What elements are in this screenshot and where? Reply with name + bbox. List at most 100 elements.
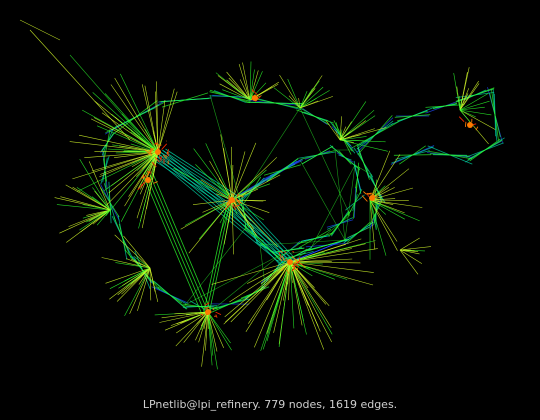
graph-edge [281,267,285,272]
graph-edge [144,129,159,153]
graph-edge [103,150,107,190]
graph-edge [130,267,151,285]
graph-edge [299,262,306,268]
graph-edge [301,145,334,165]
graph-edge [137,151,159,189]
graph-edge [309,164,356,251]
graph-edge [200,179,233,201]
graph-edge [115,262,151,269]
graph-edge [289,248,352,263]
graph-edge [369,199,376,250]
graph-edge [224,261,291,318]
graph-edge [339,109,375,141]
graph-edge [299,90,308,109]
graph-edge [207,311,231,344]
graph-edge [289,261,325,350]
graph-edge [475,126,479,131]
graph-edge [357,115,393,155]
graph-edge [159,151,234,200]
graph-edge [287,78,301,109]
graph-edge [222,89,251,101]
graph-edge [207,311,213,366]
graph-edge [195,164,233,201]
graph-edge [365,192,372,195]
graph-edge [157,100,166,153]
graph-edge [160,156,162,162]
graph-edge [134,258,151,282]
graph-edge [249,69,255,101]
graph-edge [204,302,210,306]
graph-edge [249,90,255,101]
graph-edge [354,164,373,176]
graph-edge [101,257,151,269]
graph-edge [207,311,232,351]
graph-edge [138,267,151,285]
graph-edge [251,97,299,109]
graph-edge [220,199,233,234]
graph-edge [184,254,281,306]
graph-edge [228,194,230,200]
graph-edge [215,314,218,318]
graph-edge [184,199,233,226]
graph-edge [206,200,231,313]
graph-edge [352,186,358,219]
graph-edge [68,209,111,227]
graph-edge [90,118,159,153]
graph-edge [207,311,224,349]
graph-edge [110,84,159,153]
graph-edge [87,209,111,218]
graph-edge [339,116,342,141]
graph-edge [162,154,168,159]
graph-edge [369,154,401,201]
hub-node [229,197,235,203]
hub-nodes [137,89,479,318]
graph-edge [289,248,378,263]
graph-edge [209,199,234,312]
graph-edge [279,74,301,109]
graph-edge [174,311,209,315]
graph-edge [236,194,239,198]
graph-edge [369,199,394,205]
graph-edge [121,113,159,153]
graph-edge [80,209,111,233]
graph-edge [76,187,111,211]
graph-edge [246,261,291,284]
graph-edge [231,151,246,201]
graph-edge [231,199,234,225]
graph-edge [331,146,359,169]
graph-edge [131,151,159,167]
graph-edge [459,93,489,111]
graph-edge [284,250,287,253]
graph-edge [355,166,360,189]
graph-edge [228,199,233,223]
graph-edge [82,109,159,153]
graph-edge [279,249,311,256]
graph-edge [369,199,398,242]
graph-edge [295,260,300,266]
graph-edge [237,197,297,260]
graph-edge [149,267,159,302]
graph-edge [60,196,111,211]
graph-edge [231,146,233,201]
graph-edge [325,120,341,141]
graph-edge [280,250,283,253]
graph-edge [144,85,159,153]
graph-edge [133,256,151,269]
graph-edge [118,223,127,252]
graph-edge [289,261,361,264]
graph-edge [299,98,317,109]
graph-edge [491,89,499,141]
graph-edge [161,143,168,150]
graph-edge [152,173,212,311]
graph-edge [137,185,142,191]
graph-edge [242,62,251,101]
graph-edge [459,80,479,111]
graph-edge [231,157,278,201]
graph-edge [336,122,341,141]
graph-edge [273,87,301,109]
graph-edge [207,311,218,370]
graph-edge [107,148,159,153]
graph-edge [299,159,346,241]
graph-edge [289,261,374,273]
graph-edge [143,177,203,315]
